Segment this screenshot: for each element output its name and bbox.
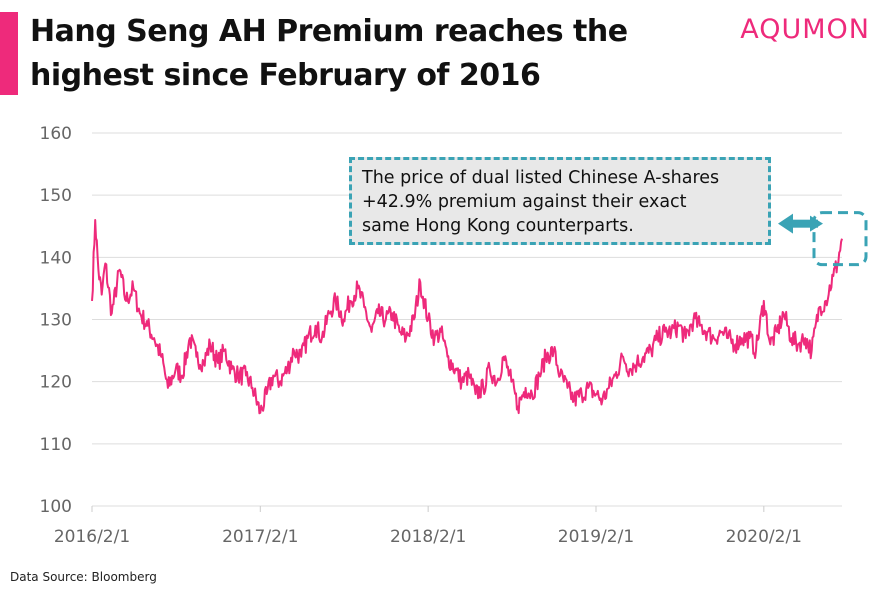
y-tick-label: 110 bbox=[40, 435, 72, 455]
title-line-1: Hang Seng AH Premium reaches the bbox=[30, 14, 628, 49]
annotation-line-1: The price of dual listed Chinese A-share… bbox=[362, 168, 720, 188]
annotation-line-2: +42.9% premium against their exact bbox=[362, 192, 687, 212]
arrow-head-left bbox=[778, 213, 793, 234]
highlight-box bbox=[812, 211, 868, 267]
accent-bar bbox=[0, 12, 18, 95]
x-tick-labels: 2016/2/1 2017/2/1 2018/2/1 2019/2/1 2020/2/1 bbox=[54, 506, 802, 547]
annotation-callout: The price of dual listed Chinese A-share… bbox=[349, 157, 771, 245]
x-tick-label: 2018/2/1 bbox=[390, 527, 466, 547]
x-tick-label: 2019/2/1 bbox=[558, 527, 634, 547]
arrow-shaft bbox=[790, 219, 818, 228]
x-tick-label: 2020/2/1 bbox=[726, 527, 802, 547]
title-line-2: highest since February of 2016 bbox=[30, 58, 541, 93]
annotation-line-3: same Hong Kong counterparts. bbox=[362, 216, 634, 236]
double-arrow-icon bbox=[778, 213, 823, 234]
chart-title: Hang Seng AH Premium reaches the highest… bbox=[30, 10, 710, 98]
y-tick-label: 150 bbox=[40, 186, 72, 206]
y-tick-label: 130 bbox=[40, 311, 72, 331]
y-tick-label: 140 bbox=[40, 248, 72, 268]
data-source: Data Source: Bloomberg bbox=[10, 570, 157, 584]
x-tick-label: 2017/2/1 bbox=[222, 527, 298, 547]
series-line-ah-premium bbox=[91, 219, 843, 415]
y-tick-label: 120 bbox=[40, 373, 72, 393]
y-tick-label: 160 bbox=[40, 124, 72, 144]
x-tick-label: 2016/2/1 bbox=[54, 527, 130, 547]
arrow-head-right bbox=[810, 215, 823, 232]
y-tick-labels: 100 110 120 130 140 150 160 bbox=[40, 124, 72, 517]
y-tick-label: 100 bbox=[40, 497, 72, 517]
brand-logo: AQUMON bbox=[740, 14, 870, 45]
